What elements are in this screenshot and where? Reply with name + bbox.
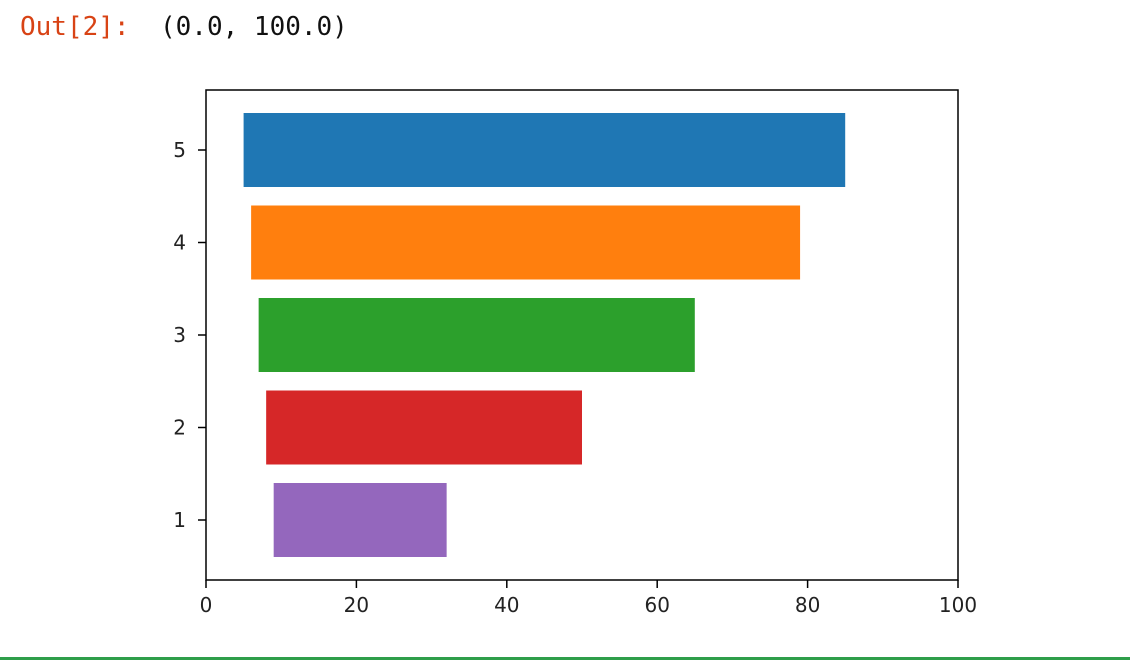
y-tick-label: 1 <box>173 508 186 532</box>
bar-4 <box>251 205 801 280</box>
x-tick-label: 40 <box>494 593 519 617</box>
bar-3 <box>258 298 695 372</box>
x-tick-label: 0 <box>200 593 213 617</box>
x-tick-label: 100 <box>939 593 977 617</box>
y-tick-label: 4 <box>173 231 186 255</box>
output-prompt: Out[2]: <box>20 12 130 42</box>
bar-1 <box>273 483 447 557</box>
output-value: (0.0, 100.0) <box>160 12 348 42</box>
x-tick-label: 20 <box>344 593 369 617</box>
y-tick-label: 3 <box>173 323 186 347</box>
y-tick-label: 5 <box>173 138 186 162</box>
bar-2 <box>266 390 582 465</box>
bar-5 <box>243 113 846 187</box>
x-tick-label: 60 <box>644 593 669 617</box>
x-tick-label: 80 <box>795 593 820 617</box>
cell-bottom-border <box>0 657 1130 660</box>
y-tick-label: 2 <box>173 416 186 440</box>
